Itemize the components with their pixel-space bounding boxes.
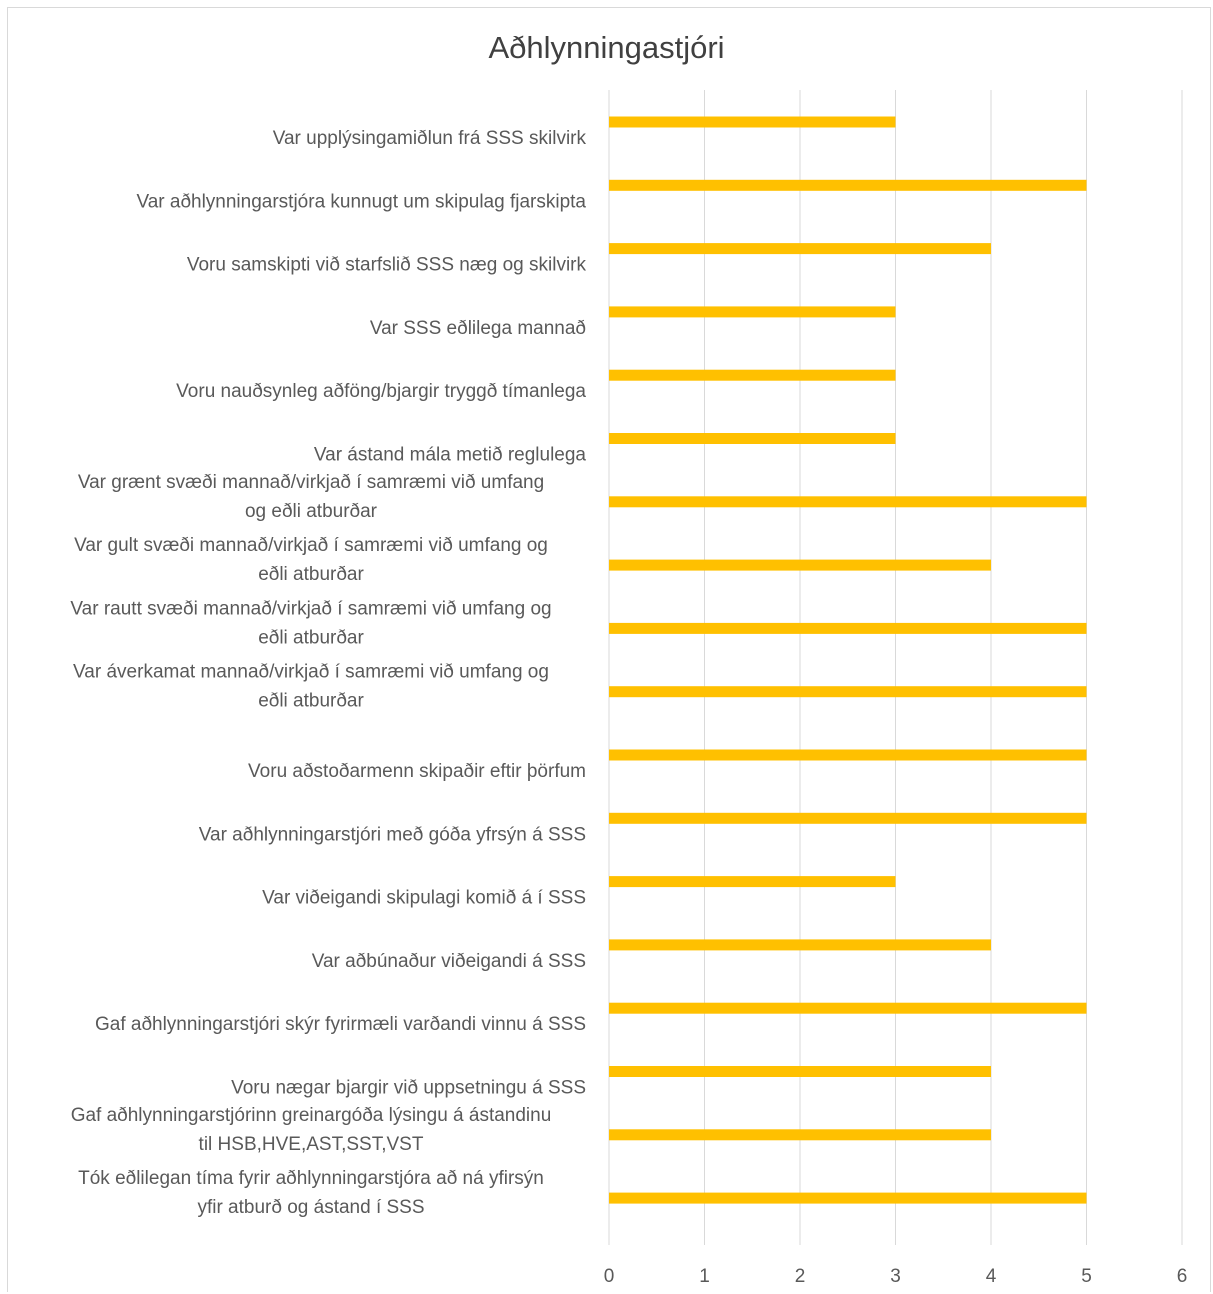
- category-label: Var rautt svæði mannað/virkjað í samræmi…: [70, 598, 551, 648]
- bar: [609, 1192, 1087, 1204]
- bar: [609, 1066, 991, 1077]
- category-label: Var áverkamat mannað/virkjað í samræmi v…: [73, 662, 549, 712]
- category-label-line: Var rautt svæði mannað/virkjað í samræmi…: [70, 598, 551, 619]
- category-label-line: til HSB,HVE,AST,SST,VST: [199, 1134, 424, 1155]
- bar: [609, 1129, 991, 1141]
- category-label-line: yfir atburð og ástand í SSS: [197, 1197, 424, 1218]
- x-tick-label: 2: [795, 1266, 806, 1287]
- x-tick-label: 4: [986, 1266, 997, 1287]
- bar: [609, 939, 991, 951]
- category-label-line: og eðli atburðar: [245, 501, 378, 522]
- category-label: Var grænt svæði mannað/virkjað í samræmi…: [78, 472, 544, 522]
- bar: [609, 812, 1087, 824]
- x-tick-label: 6: [1177, 1266, 1188, 1287]
- x-tick-label: 3: [890, 1266, 901, 1287]
- category-label: Gaf aðhlynningarstjóri skýr fyrirmæli va…: [95, 1014, 586, 1035]
- category-label: Tók eðlilegan tíma fyrir aðhlynningarstj…: [78, 1168, 544, 1218]
- bar: [609, 559, 991, 571]
- x-tick-label: 1: [699, 1266, 710, 1287]
- bar: [609, 116, 896, 128]
- category-label: Var aðhlynningarstjóri með góða yfrsýn á…: [199, 824, 586, 845]
- category-label: Var upplýsingamiðlun frá SSS skilvirk: [273, 128, 587, 149]
- category-label: Gaf aðhlynningarstjórinn greinargóða lýs…: [71, 1105, 552, 1155]
- category-label: Var SSS eðlilega mannað: [370, 318, 586, 339]
- category-label: Var aðbúnaður viðeigandi á SSS: [312, 951, 586, 972]
- bar: [609, 1002, 1087, 1014]
- category-label: Voru samskipti við starfslið SSS næg og …: [187, 255, 587, 276]
- bar: [609, 369, 896, 381]
- category-label: Voru nauðsynleg aðföng/bjargir tryggð tí…: [176, 381, 586, 402]
- x-tick-label: 5: [1081, 1266, 1092, 1287]
- x-tick-label: 0: [604, 1266, 615, 1287]
- category-label: Var viðeigandi skipulagi komið á í SSS: [262, 888, 586, 909]
- bar: [609, 433, 896, 444]
- category-label: Var ástand mála metið reglulega: [314, 445, 587, 466]
- category-label-line: Var áverkamat mannað/virkjað í samræmi v…: [73, 662, 549, 683]
- bar: [609, 876, 896, 888]
- category-label-line: eðli atburðar: [258, 691, 364, 712]
- bar: [609, 306, 896, 318]
- category-label: Var gult svæði mannað/virkjað í samræmi …: [74, 535, 548, 585]
- bar: [609, 749, 1087, 761]
- category-label-line: Gaf aðhlynningarstjórinn greinargóða lýs…: [71, 1105, 552, 1126]
- category-label: Voru aðstoðarmenn skipaðir eftir þörfum: [248, 761, 586, 782]
- bar: [609, 243, 991, 255]
- category-label-line: Var grænt svæði mannað/virkjað í samræmi…: [78, 472, 544, 493]
- bar: [609, 496, 1087, 508]
- bar: [609, 179, 1087, 191]
- category-label-line: eðli atburðar: [258, 627, 364, 648]
- category-label-line: eðli atburðar: [258, 564, 364, 585]
- category-label: Voru nægar bjargir við uppsetningu á SSS: [231, 1078, 586, 1099]
- bar: [609, 686, 1087, 698]
- bar: [609, 622, 1087, 634]
- chart-title: Aðhlynningastjóri: [488, 30, 725, 65]
- category-label: Var aðhlynningarstjóra kunnugt um skipul…: [136, 191, 586, 212]
- category-label-line: Var gult svæði mannað/virkjað í samræmi …: [74, 535, 548, 556]
- category-label-line: Tók eðlilegan tíma fyrir aðhlynningarstj…: [78, 1168, 544, 1189]
